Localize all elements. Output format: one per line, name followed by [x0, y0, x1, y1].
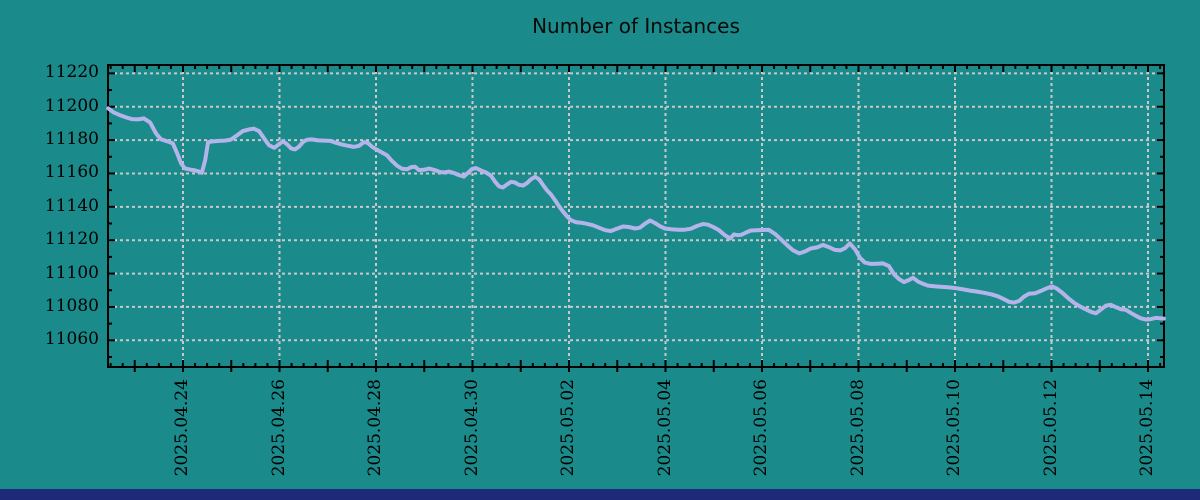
y-tick-label: 11220: [44, 62, 99, 83]
x-tick-label: 2025.04.28: [365, 379, 385, 477]
x-tick-label: 2025.05.08: [847, 379, 868, 477]
x-tick-label: 2025.05.02: [558, 379, 578, 477]
y-tick-label: 11140: [44, 195, 99, 216]
x-tick-label: 2025.05.06: [751, 379, 771, 477]
x-tick-label: 2025.04.26: [268, 379, 289, 477]
x-tick-label: 2025.05.14: [1137, 379, 1157, 477]
y-tick-label: 11200: [44, 95, 99, 116]
y-tick-label: 11120: [44, 229, 99, 250]
x-tick-label: 2025.05.12: [1040, 379, 1061, 477]
footer-bar: [0, 489, 1200, 500]
y-tick-label: 11060: [44, 329, 99, 350]
x-tick-label: 2025.05.04: [654, 379, 675, 477]
y-tick-label: 11180: [44, 129, 99, 150]
y-tick-label: 11080: [44, 295, 99, 316]
y-tick-label: 11160: [44, 162, 99, 183]
x-tick-label: 2025.04.30: [461, 379, 482, 477]
x-tick-label: 2025.04.24: [172, 379, 192, 477]
chart-title: Number of Instances: [532, 14, 740, 38]
x-tick-label: 2025.05.10: [944, 379, 964, 477]
y-tick-label: 11100: [44, 262, 99, 283]
data-series-line: [106, 106, 1166, 322]
plot-border: [107, 64, 1165, 368]
